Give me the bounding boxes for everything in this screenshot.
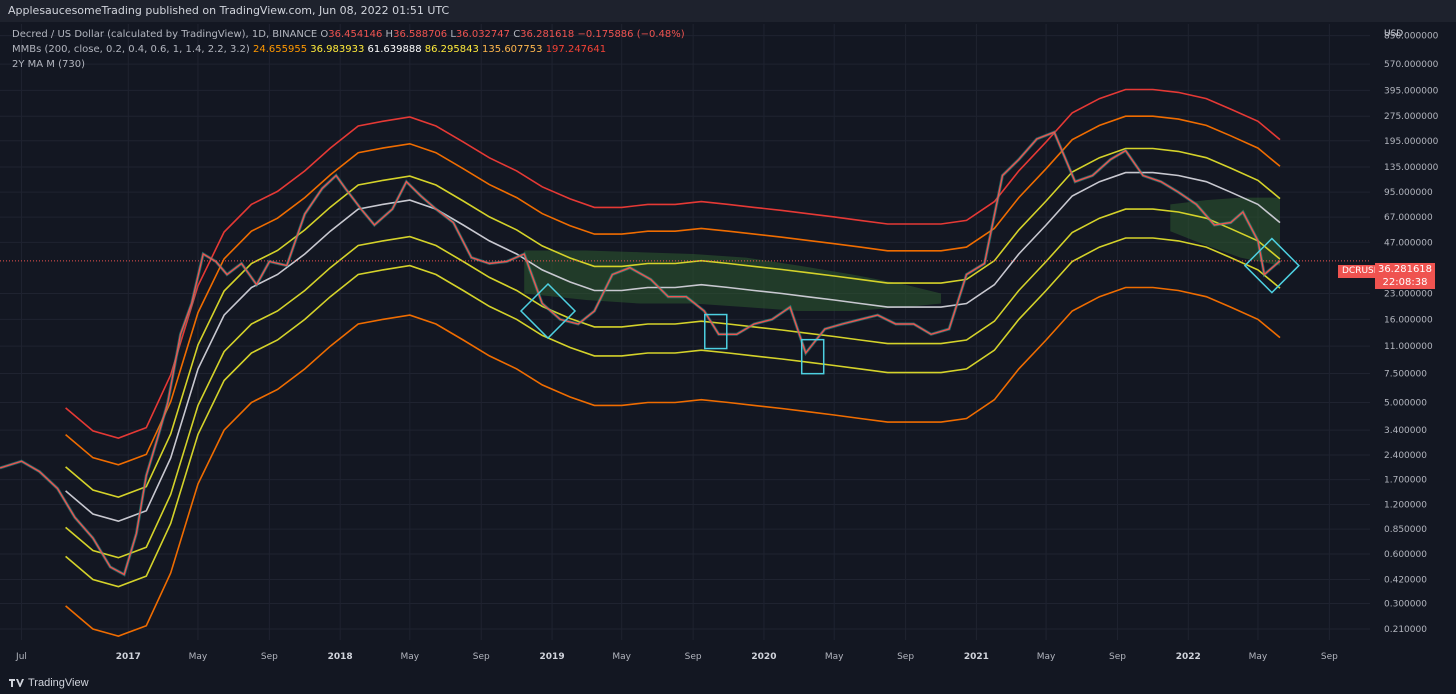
open-value: 36.454146 (328, 29, 383, 40)
x-tick-label: Sep (1109, 652, 1126, 662)
mmb-value: 135.607753 (482, 44, 543, 55)
footer-brand: TradingView (28, 677, 89, 689)
highlight-diamond (1243, 237, 1300, 294)
y-tick-label: 0.850000 (1384, 525, 1427, 535)
y-tick-label: 0.600000 (1384, 550, 1427, 560)
symbol-badge-text: DCRUSD (1342, 266, 1381, 276)
y-tick-label: 5.000000 (1384, 399, 1427, 409)
highlight-boxes (519, 237, 1300, 375)
band-line (65, 237, 1281, 588)
x-tick-label: 2021 (964, 652, 989, 662)
y-tick-label: 95.000000 (1384, 188, 1433, 198)
highlight-rect (704, 313, 728, 350)
y-tick-label: 135.000000 (1384, 163, 1439, 173)
x-axis[interactable]: Jul 2017 May Sep 2018 May Sep 2019 May Sep 2020 May… (15, 652, 1338, 662)
ma-label: 2Y MA M (730) (12, 59, 85, 70)
y-tick-label: 850.000000 (1384, 32, 1439, 42)
current-price-box: 36.281618 22:08:38 (1375, 263, 1435, 289)
mayer-multiple-bands (65, 88, 1281, 637)
x-tick-label: Sep (261, 652, 278, 662)
y-tick-label: 47.000000 (1384, 238, 1433, 248)
y-tick-label: 1.200000 (1384, 500, 1427, 510)
band-line (65, 171, 1281, 523)
mmb-value: 61.639888 (367, 44, 422, 55)
high-value: 36.588706 (393, 29, 448, 40)
x-tick-label: Sep (685, 652, 702, 662)
x-tick-label: Sep (897, 652, 914, 662)
x-tick-label: Sep (473, 652, 490, 662)
x-tick-label: 2018 (328, 652, 353, 662)
band-line (65, 286, 1281, 637)
x-tick-label: Sep (1321, 652, 1338, 662)
price-series (0, 130, 1370, 577)
mmb-line: MMBs (200, close, 0.2, 0.4, 0.6, 1, 1.4,… (12, 42, 685, 57)
x-tick-label: May (1037, 652, 1056, 662)
y-tick-label: 1.700000 (1384, 476, 1427, 486)
band-line (65, 88, 1281, 439)
publisher-bar: ApplesaucesomeTrading published on Tradi… (0, 0, 1456, 22)
y-tick-label: 0.420000 (1384, 575, 1427, 585)
price-line (0, 131, 1281, 576)
symbol-badge: DCRUSD (1338, 265, 1385, 278)
low-value: 36.032747 (455, 29, 510, 40)
candle-countdown: 22:08:38 (1382, 277, 1428, 288)
symbol-description: Decred / US Dollar (calculated by Tradin… (12, 29, 318, 40)
x-tick-label: 2019 (540, 652, 565, 662)
band-line (65, 147, 1281, 498)
x-tick-label: 2022 (1176, 652, 1201, 662)
x-tick-label: Jul (15, 652, 27, 662)
y-tick-label: 23.000000 (1384, 289, 1433, 299)
current-price: 36.281618 (1377, 264, 1433, 275)
ma-line: 2Y MA M (730) (12, 57, 685, 72)
y-tick-label: 0.210000 (1384, 625, 1427, 635)
highlight-diamond (519, 282, 577, 340)
publisher-text: ApplesaucesomeTrading published on Tradi… (8, 4, 450, 17)
x-tick-label: May (612, 652, 631, 662)
mmb-label: MMBs (200, close, 0.2, 0.4, 0.6, 1, 1.4,… (12, 44, 250, 55)
band-line (65, 208, 1281, 559)
y-tick-label: 0.300000 (1384, 600, 1427, 610)
chart-grid (0, 24, 1370, 640)
y-axis-unit: USD (1384, 29, 1403, 39)
x-tick-label: May (1249, 652, 1268, 662)
mmb-value: 197.247641 (545, 44, 607, 55)
y-tick-label: 16.000000 (1384, 315, 1433, 325)
close-value: 36.281618 (520, 29, 575, 40)
chart-legend: Decred / US Dollar (calculated by Tradin… (12, 27, 685, 72)
y-tick-label: 67.000000 (1384, 213, 1433, 223)
x-tick-label: May (401, 652, 420, 662)
band-line (65, 115, 1281, 466)
mmb-value: 36.983933 (310, 44, 365, 55)
footer: TradingView (0, 672, 1456, 694)
y-tick-label: 395.000000 (1384, 86, 1439, 96)
y-tick-label: 275.000000 (1384, 112, 1439, 122)
tradingview-logo-icon (9, 679, 24, 687)
y-tick-label: 7.500000 (1384, 370, 1427, 380)
y-tick-label: 11.000000 (1384, 342, 1433, 352)
y-tick-label: 3.400000 (1384, 426, 1427, 436)
mmb-value: 24.655955 (252, 44, 308, 55)
highlight-rect (800, 338, 825, 375)
change-value: −0.175886 (−0.48%) (577, 29, 685, 40)
y-tick-label: 2.400000 (1384, 451, 1427, 461)
accumulation-zone-1 (524, 250, 941, 311)
x-tick-label: May (825, 652, 844, 662)
symbol-line: Decred / US Dollar (calculated by Tradin… (12, 29, 685, 40)
y-tick-label: 570.000000 (1384, 60, 1439, 70)
x-tick-label: 2017 (116, 652, 141, 662)
accumulation-zone-2 (1170, 197, 1280, 266)
x-tick-label: May (189, 652, 208, 662)
x-tick-label: 2020 (751, 652, 776, 662)
y-tick-label: 195.000000 (1384, 137, 1439, 147)
mmb-value: 86.295843 (424, 44, 479, 55)
